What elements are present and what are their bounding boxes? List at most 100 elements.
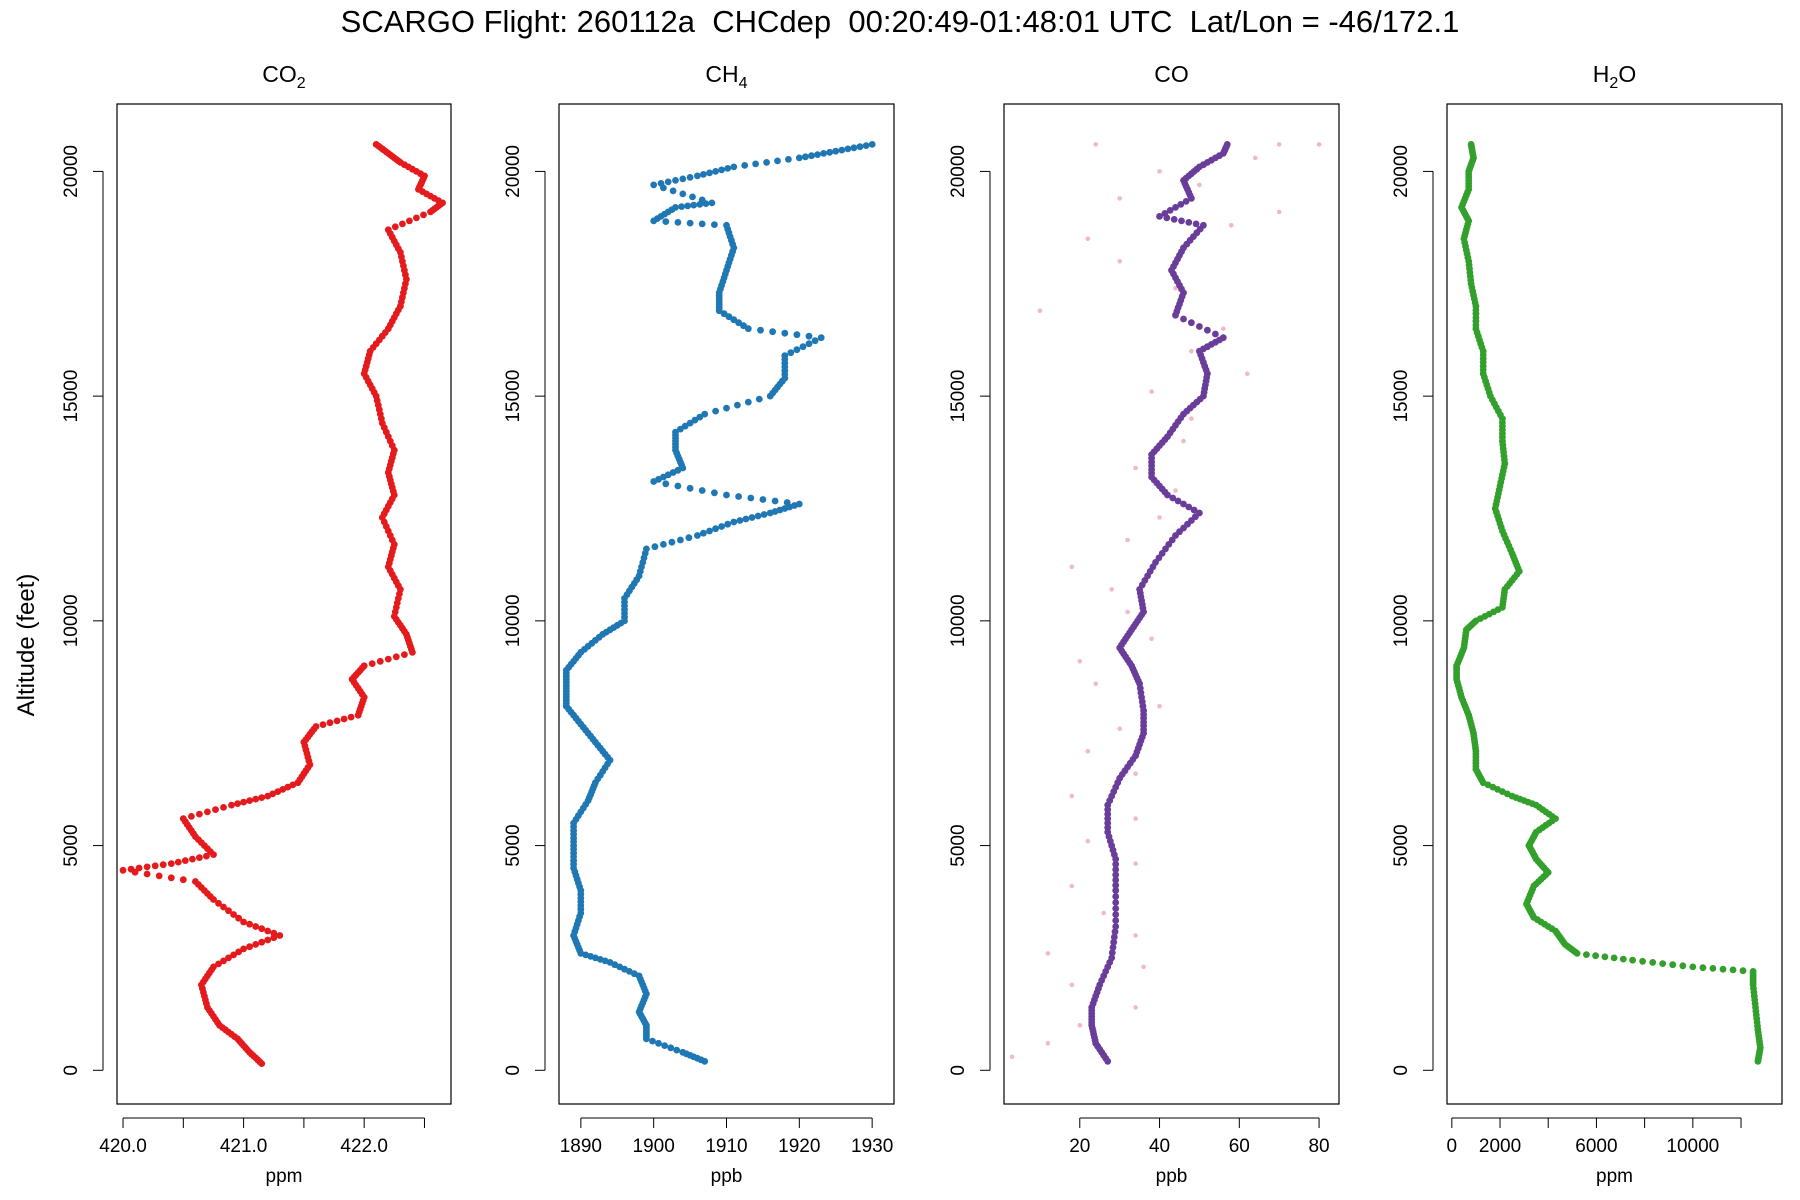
- data-point-ch4: [781, 352, 789, 360]
- data-point-co-smoothed: [1190, 506, 1198, 514]
- x-tick-label-co: 80: [1308, 1136, 1329, 1157]
- data-point-co2: [258, 938, 266, 946]
- data-point-ch4: [741, 162, 749, 169]
- data-point-ch4: [712, 168, 719, 175]
- data-point-ch4: [720, 310, 728, 318]
- data-point-co-raw: [1077, 1023, 1083, 1028]
- data-point-co2: [179, 815, 187, 822]
- data-point-co2: [376, 657, 384, 665]
- data-point-co-smoothed: [1111, 928, 1119, 936]
- data-point-co-smoothed: [1112, 876, 1120, 884]
- data-point-co2: [340, 715, 348, 723]
- data-point-co-raw: [1157, 515, 1162, 520]
- data-point-h2o: [1659, 960, 1667, 967]
- data-point-h2o: [1729, 966, 1737, 974]
- y-tick-label-ch4: 0: [503, 1065, 524, 1076]
- data-point-co2: [413, 214, 420, 222]
- data-point-ch4: [755, 395, 763, 403]
- data-point-h2o: [1699, 964, 1707, 972]
- data-point-co2: [368, 660, 376, 667]
- data-point-ch4: [868, 141, 876, 148]
- data-point-ch4: [689, 193, 696, 201]
- data-point-co2: [269, 790, 277, 798]
- data-point-h2o: [1689, 963, 1697, 971]
- data-point-co-raw: [1149, 389, 1154, 394]
- data-point-ch4: [747, 494, 755, 502]
- data-point-ch4: [793, 331, 801, 339]
- data-point-co2: [246, 920, 254, 928]
- data-point-co-smoothed: [1188, 319, 1195, 327]
- x-axis-label-ch4: ppb: [711, 1166, 743, 1187]
- data-point-co-raw: [1117, 259, 1122, 264]
- data-point-co-raw: [1316, 142, 1322, 147]
- data-point-co2: [240, 945, 248, 953]
- data-point-co-raw: [1117, 726, 1122, 731]
- data-point-ch4: [856, 143, 864, 151]
- y-tick-label-ch4: 20000: [503, 145, 524, 198]
- data-point-co2: [127, 865, 135, 873]
- y-tick-label-h2o: 15000: [1391, 370, 1412, 423]
- data-point-ch4: [664, 178, 672, 186]
- data-point-ch4: [686, 174, 694, 181]
- x-tick-label-h2o: 2000: [1479, 1136, 1521, 1157]
- data-point-co2: [391, 223, 399, 231]
- data-point-co-smoothed: [1196, 509, 1203, 517]
- data-point-co2: [252, 923, 260, 930]
- data-point-ch4: [730, 163, 738, 171]
- x-tick-label-ch4: 1890: [560, 1136, 602, 1157]
- data-point-co-raw: [1133, 1005, 1138, 1010]
- data-point-ch4: [850, 144, 858, 152]
- data-point-ch4: [690, 201, 698, 209]
- data-point-co-raw: [1276, 209, 1282, 215]
- data-point-ch4: [757, 326, 764, 334]
- data-point-ch4: [808, 152, 815, 160]
- data-point-h2o: [1669, 961, 1677, 969]
- data-point-co2: [210, 963, 217, 971]
- data-point-co-raw: [1045, 951, 1051, 956]
- data-point-ch4: [718, 166, 725, 174]
- y-tick-label-ch4: 15000: [503, 370, 524, 423]
- data-point-ch4: [694, 532, 701, 539]
- data-point-co2: [230, 911, 238, 918]
- chart-title: SCARGO Flight: 260112a CHCdep 00:20:49-0…: [340, 4, 1460, 39]
- data-point-ch4: [763, 159, 770, 166]
- y-tick-label-co: 10000: [948, 594, 969, 647]
- data-point-co2: [347, 713, 355, 721]
- panel-frame-h2o: [1446, 103, 1783, 1105]
- data-point-ch4: [667, 1044, 675, 1052]
- data-point-ch4: [660, 541, 667, 548]
- panel-title-main-co2: CO: [262, 61, 297, 87]
- data-point-co2: [289, 781, 297, 789]
- data-point-co2: [151, 862, 159, 870]
- data-point-ch4: [706, 527, 713, 535]
- data-point-co2: [333, 717, 341, 725]
- data-point-ch4: [805, 332, 813, 340]
- data-point-co2: [174, 858, 182, 866]
- data-point-co-raw: [1009, 1054, 1015, 1060]
- data-point-ch4: [643, 545, 650, 553]
- data-point-co-smoothed: [1112, 871, 1120, 879]
- data-point-ch4: [712, 407, 719, 415]
- panel-title-ch4: CH4: [705, 61, 747, 92]
- data-point-ch4: [783, 499, 791, 506]
- data-point-co-smoothed: [1185, 503, 1193, 511]
- data-point-co-raw: [1085, 838, 1091, 844]
- data-point-co-smoothed: [1112, 917, 1120, 924]
- data-point-co2: [240, 798, 248, 806]
- data-point-co-smoothed: [1112, 881, 1120, 889]
- x-tick-label-co: 40: [1149, 1136, 1170, 1157]
- data-point-h2o: [1739, 967, 1747, 975]
- data-point-co2: [384, 226, 392, 234]
- data-point-co2: [252, 795, 260, 803]
- data-point-co-smoothed: [1112, 887, 1120, 894]
- data-point-co2: [264, 927, 272, 935]
- data-point-ch4: [748, 514, 756, 521]
- data-point-ch4: [832, 147, 840, 155]
- data-point-ch4: [795, 500, 803, 508]
- data-point-co-raw: [1229, 223, 1234, 228]
- data-point-ch4: [655, 1039, 662, 1047]
- data-point-ch4: [769, 328, 776, 336]
- data-point-co-raw: [1101, 910, 1106, 916]
- data-point-ch4: [754, 512, 762, 520]
- data-point-co-raw: [1221, 326, 1226, 332]
